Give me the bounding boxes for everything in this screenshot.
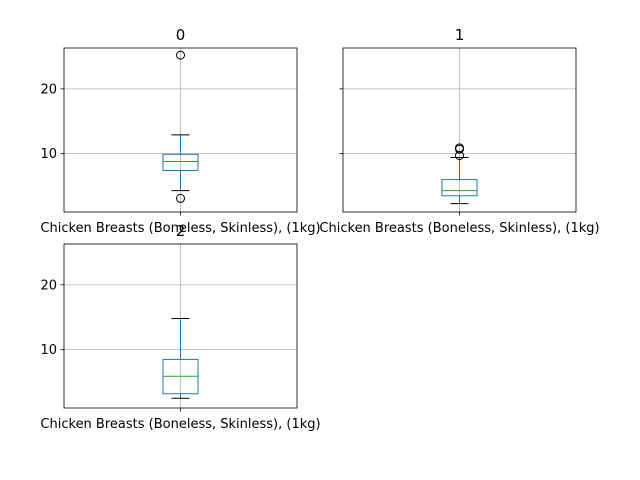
outlier-point: [455, 143, 464, 153]
outlier-point: [176, 50, 185, 60]
y-tick-label: 20: [40, 82, 57, 97]
iqr-box: [162, 153, 199, 172]
subplot-title: 0: [176, 26, 186, 44]
x-tick-label: Chicken Breasts (Boneless, Skinless), (1…: [319, 221, 599, 236]
subplot-0: 10 20 Chicken Breasts (Boneless, Skinless)…: [40, 26, 320, 236]
subplot-title: 1: [455, 26, 465, 44]
subplot-2: 10 20 Chicken Breasts (Boneless, Skinless)…: [40, 222, 320, 432]
y-tick-label: 10: [40, 343, 57, 358]
y-tick-label: 20: [40, 278, 57, 293]
y-tick-label: 10: [40, 147, 57, 162]
subplot-title: 2: [176, 222, 186, 240]
subplot-1: Chicken Breasts (Boneless, Skinless), (1…: [319, 26, 599, 236]
iqr-box: [441, 179, 478, 197]
x-tick-label: Chicken Breasts (Boneless, Skinless), (1…: [40, 221, 320, 236]
outlier-point: [176, 193, 185, 203]
x-tick-label: Chicken Breasts (Boneless, Skinless), (1…: [40, 417, 320, 432]
